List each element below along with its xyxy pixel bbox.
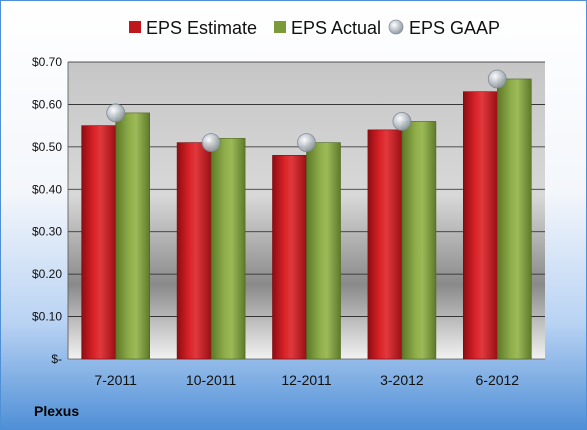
x-category-label: 3-2012 <box>380 372 424 388</box>
marker-eps-gaap <box>201 133 221 153</box>
legend-swatch-eps-gaap <box>388 19 404 35</box>
marker-eps-gaap <box>392 112 412 131</box>
x-category-label: 12-2011 <box>281 372 332 388</box>
bars <box>81 78 532 360</box>
bar-eps-estimate <box>462 91 498 360</box>
legend-label-eps-gaap: EPS GAAP <box>409 18 500 38</box>
bar-eps-actual <box>210 138 246 360</box>
marker-eps-gaap <box>487 69 507 89</box>
marker-eps-gaap <box>297 133 316 153</box>
legend-label-eps-actual: EPS Actual <box>291 18 381 38</box>
marker-eps-gaap <box>106 103 126 123</box>
y-tick-label: $0.40 <box>32 182 62 196</box>
bar-eps-actual <box>496 78 532 360</box>
gaap-markers <box>106 69 507 153</box>
y-tick-label: $0.30 <box>32 225 62 239</box>
company-name: Plexus <box>34 403 79 419</box>
bar-eps-estimate <box>176 142 212 360</box>
x-category-label: 6-2012 <box>476 372 520 388</box>
bar-eps-actual <box>306 142 341 360</box>
bar-eps-actual <box>401 121 437 360</box>
x-category-label: 10-2011 <box>186 372 237 388</box>
bar-eps-actual <box>115 112 150 360</box>
bar-eps-estimate <box>272 155 307 360</box>
legend-swatch-eps-actual <box>274 21 286 33</box>
y-tick-label: $0.10 <box>32 310 62 324</box>
legend-label-eps-estimate: EPS Estimate <box>146 18 257 38</box>
y-tick-label: $0.70 <box>32 55 62 69</box>
x-category-label: 7-2011 <box>94 372 137 388</box>
y-tick-label: $- <box>51 352 62 366</box>
bar-eps-estimate <box>81 125 116 360</box>
y-tick-label: $0.50 <box>32 140 62 154</box>
y-tick-label: $0.60 <box>32 97 62 111</box>
bar-eps-estimate <box>367 129 403 360</box>
y-axis-ticks: $- $0.10 $0.20 $0.30 $0.40 $0.50 $0.60 $0.70 <box>32 55 62 366</box>
x-axis-labels: 7-2011 10-2011 12-2011 3-2012 6-2012 <box>94 372 519 388</box>
legend-swatch-eps-estimate <box>129 21 141 33</box>
legend: EPS Estimate EPS Actual EPS GAAP <box>129 18 500 38</box>
y-tick-label: $0.20 <box>32 267 62 281</box>
